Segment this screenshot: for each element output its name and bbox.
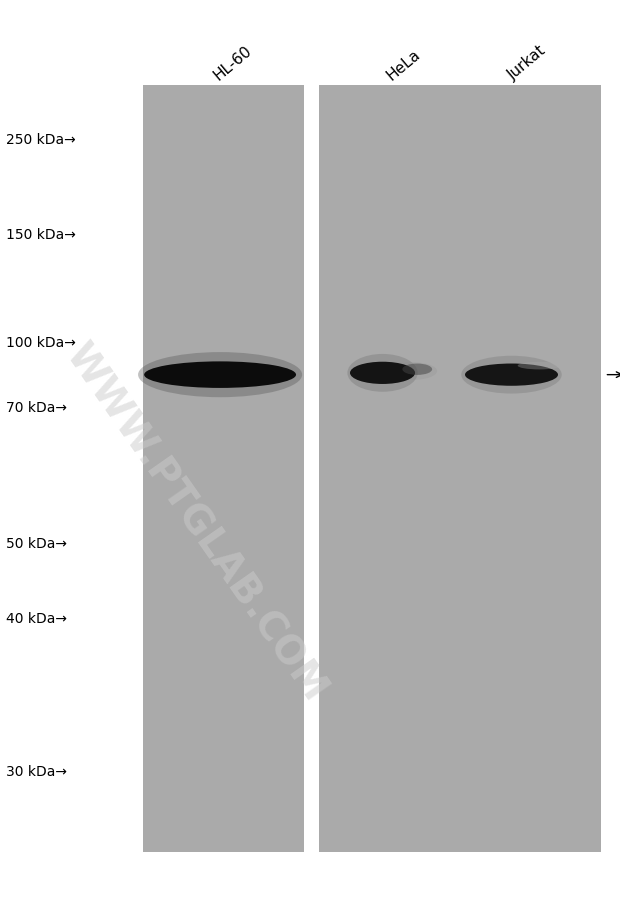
Ellipse shape <box>350 363 415 384</box>
Text: HL-60: HL-60 <box>210 43 254 83</box>
Ellipse shape <box>465 364 558 386</box>
Text: Jurkat: Jurkat <box>505 43 549 83</box>
Bar <box>143 86 304 852</box>
Text: 30 kDa→: 30 kDa→ <box>6 764 67 778</box>
Text: 100 kDa→: 100 kDa→ <box>6 336 76 350</box>
Ellipse shape <box>388 363 437 381</box>
Text: 250 kDa→: 250 kDa→ <box>6 133 76 147</box>
Ellipse shape <box>402 364 432 375</box>
Ellipse shape <box>138 353 302 398</box>
Ellipse shape <box>461 356 562 394</box>
Text: WWW.PTGLAB.COM: WWW.PTGLAB.COM <box>57 337 334 709</box>
Text: 50 kDa→: 50 kDa→ <box>6 536 67 550</box>
Text: 40 kDa→: 40 kDa→ <box>6 611 67 625</box>
Text: 150 kDa→: 150 kDa→ <box>6 227 76 242</box>
Ellipse shape <box>144 362 296 389</box>
Ellipse shape <box>518 363 561 370</box>
Text: HeLa: HeLa <box>384 47 423 83</box>
Text: 70 kDa→: 70 kDa→ <box>6 400 67 415</box>
Ellipse shape <box>347 354 418 392</box>
Bar <box>319 86 601 852</box>
